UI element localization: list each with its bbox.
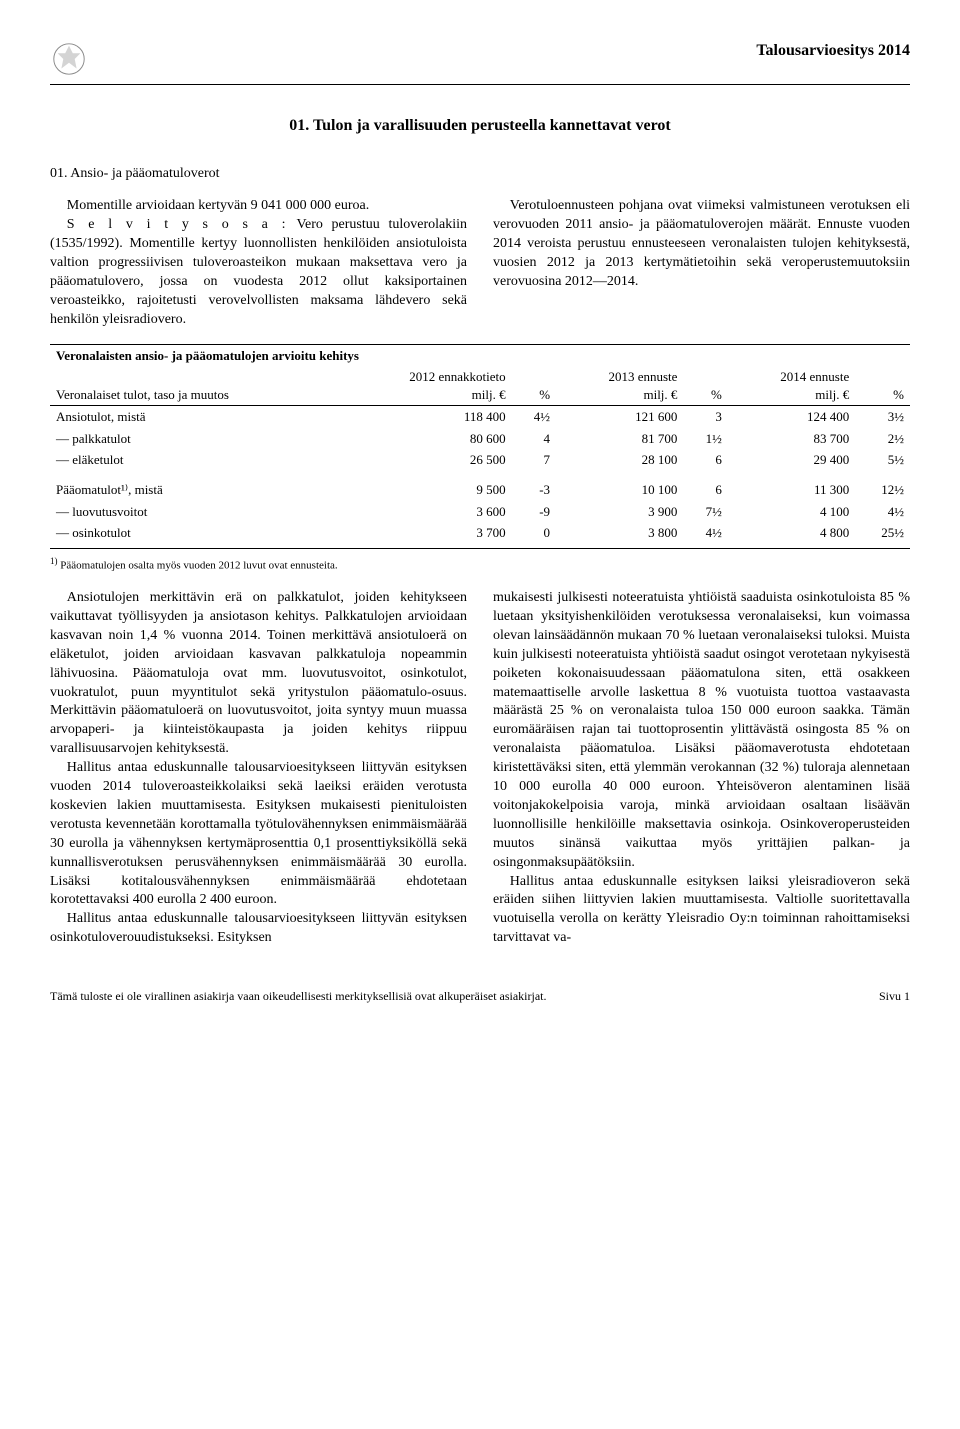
intro-columns: Momentille arvioidaan kertyvän 9 041 000… <box>50 197 910 329</box>
body-p4: mukaisesti julkisesti noteeratuista yhti… <box>493 589 910 872</box>
intro-line: Momentille arvioidaan kertyvän 9 041 000… <box>50 197 467 216</box>
col2-head: 2013 ennustemilj. € <box>556 366 683 406</box>
selvitys-label: S e l v i t y s o s a : <box>67 217 288 232</box>
cell: 83 700 <box>728 428 855 450</box>
table-row: osinkotulot3 70003 8004½4 80025½ <box>50 522 910 544</box>
body-p5: Hallitus antaa eduskunnalle esityksen la… <box>493 873 910 949</box>
cell: 29 400 <box>728 449 855 471</box>
table-body: Ansiotulot, mistä118 4004½121 6003124 40… <box>50 406 910 544</box>
col1-pct: % <box>512 366 556 406</box>
col1-head: 2012 ennakkotietomilj. € <box>341 366 512 406</box>
cell: 26 500 <box>341 449 512 471</box>
header-rule <box>50 84 910 85</box>
cell: 5½ <box>855 449 910 471</box>
cell: 4½ <box>683 522 727 544</box>
selvitys-paragraph: S e l v i t y s o s a : Vero perustuu tu… <box>50 216 467 329</box>
cell: 9 500 <box>341 471 512 501</box>
body-p2: Hallitus antaa eduskunnalle talousarvioe… <box>50 759 467 910</box>
cell: 3 900 <box>556 501 683 523</box>
row-label: palkkatulot <box>50 428 341 450</box>
cell: -3 <box>512 471 556 501</box>
table-row: eläketulot26 500728 100629 4005½ <box>50 449 910 471</box>
col3-head: 2014 ennustemilj. € <box>728 366 855 406</box>
table-row: luovutusvoitot3 600-93 9007½4 1004½ <box>50 501 910 523</box>
row-label: luovutusvoitot <box>50 501 341 523</box>
cell: 7½ <box>683 501 727 523</box>
cell: 1½ <box>683 428 727 450</box>
cell: 124 400 <box>728 406 855 428</box>
cell: 12½ <box>855 471 910 501</box>
cell: 4 <box>512 428 556 450</box>
cell: 4 800 <box>728 522 855 544</box>
subsection-title: 01. Ansio- ja pääomatuloverot <box>50 165 910 184</box>
cell: 6 <box>683 449 727 471</box>
cell: -9 <box>512 501 556 523</box>
cell: 80 600 <box>341 428 512 450</box>
cell: 4 100 <box>728 501 855 523</box>
cell: 4½ <box>855 501 910 523</box>
cell: 6 <box>683 471 727 501</box>
row-label: Pääomatulot¹⁾, mistä <box>50 471 341 501</box>
income-table: Veronalaisten ansio- ja pääomatulojen ar… <box>50 344 910 544</box>
cell: 3 <box>683 406 727 428</box>
row-label: osinkotulot <box>50 522 341 544</box>
document-title: Talousarvioesitys 2014 <box>88 40 910 62</box>
para2: Verotuloennusteen pohjana ovat viimeksi … <box>493 197 910 291</box>
cell: 7 <box>512 449 556 471</box>
table-row: Ansiotulot, mistä118 4004½121 6003124 40… <box>50 406 910 428</box>
table-footnote: 1) Pääomatulojen osalta myös vuoden 2012… <box>50 555 910 574</box>
cell: 25½ <box>855 522 910 544</box>
col3-pct: % <box>855 366 910 406</box>
cell: 3 800 <box>556 522 683 544</box>
cell: 81 700 <box>556 428 683 450</box>
table-bottom-rule <box>50 548 910 549</box>
col2-pct: % <box>683 366 727 406</box>
cell: 121 600 <box>556 406 683 428</box>
header: Talousarvioesitys 2014 <box>50 40 910 78</box>
page-number: Sivu 1 <box>879 988 910 1004</box>
body-columns: Ansiotulojen merkittävin erä on palkkatu… <box>50 589 910 948</box>
cell: 0 <box>512 522 556 544</box>
cell: 10 100 <box>556 471 683 501</box>
table-row: palkkatulot80 600481 7001½83 7002½ <box>50 428 910 450</box>
cell: 11 300 <box>728 471 855 501</box>
row-label: eläketulot <box>50 449 341 471</box>
cell: 3½ <box>855 406 910 428</box>
table-row: Pääomatulot¹⁾, mistä9 500-310 100611 300… <box>50 471 910 501</box>
footer-note: Tämä tuloste ei ole virallinen asiakirja… <box>50 988 547 1004</box>
cell: 4½ <box>512 406 556 428</box>
col-rowlabel: Veronalaiset tulot, taso ja muutos <box>50 366 341 406</box>
footer: Tämä tuloste ei ole virallinen asiakirja… <box>50 988 910 1004</box>
cell: 118 400 <box>341 406 512 428</box>
section-title: 01. Tulon ja varallisuuden perusteella k… <box>50 115 910 137</box>
cell: 3 700 <box>341 522 512 544</box>
cell: 3 600 <box>341 501 512 523</box>
cell: 28 100 <box>556 449 683 471</box>
row-label: Ansiotulot, mistä <box>50 406 341 428</box>
body-p1: Ansiotulojen merkittävin erä on palkkatu… <box>50 589 467 759</box>
para1-text: Vero perustuu tuloverolakiin (1535/1992)… <box>50 217 467 326</box>
cell: 2½ <box>855 428 910 450</box>
body-p3: Hallitus antaa eduskunnalle talousarvioe… <box>50 910 467 948</box>
emblem-icon <box>50 40 88 78</box>
table-title: Veronalaisten ansio- ja pääomatulojen ar… <box>50 344 910 366</box>
